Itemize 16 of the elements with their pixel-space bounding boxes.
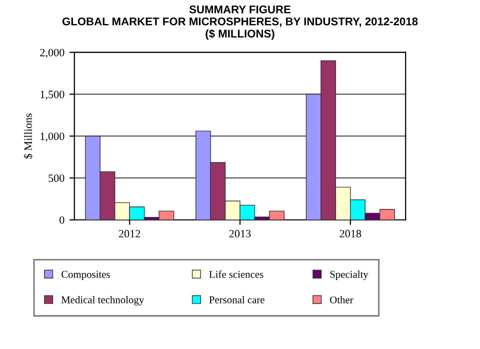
y-tick-label: 1,500 [40,90,64,100]
legend-label: Life sciences [209,270,264,278]
y-tick-label: 500 [48,174,64,182]
x-tick-label: 2013 [229,230,251,238]
x-tick-label: 2012 [118,230,140,238]
legend-label: Specialty [330,270,368,280]
y-tick-label: 2,000 [40,48,64,58]
legend-label: Personal care [209,296,264,304]
legend-label: Composites [62,270,110,280]
y-tick-label: 1,000 [40,132,64,142]
legend-label: Medical technology [61,296,144,306]
x-tick-label: 2018 [340,230,362,238]
chart-title: SUMMARY FIGURE GLOBAL MARKET FOR MICROSPHERES, BY INDUSTRY, 2012-2018 ($ MILLIONS) [62,6,418,40]
y-tick-label: 0 [60,216,64,224]
y-axis-title: $ Millions [24,114,33,159]
legend-label: Other [330,296,354,304]
